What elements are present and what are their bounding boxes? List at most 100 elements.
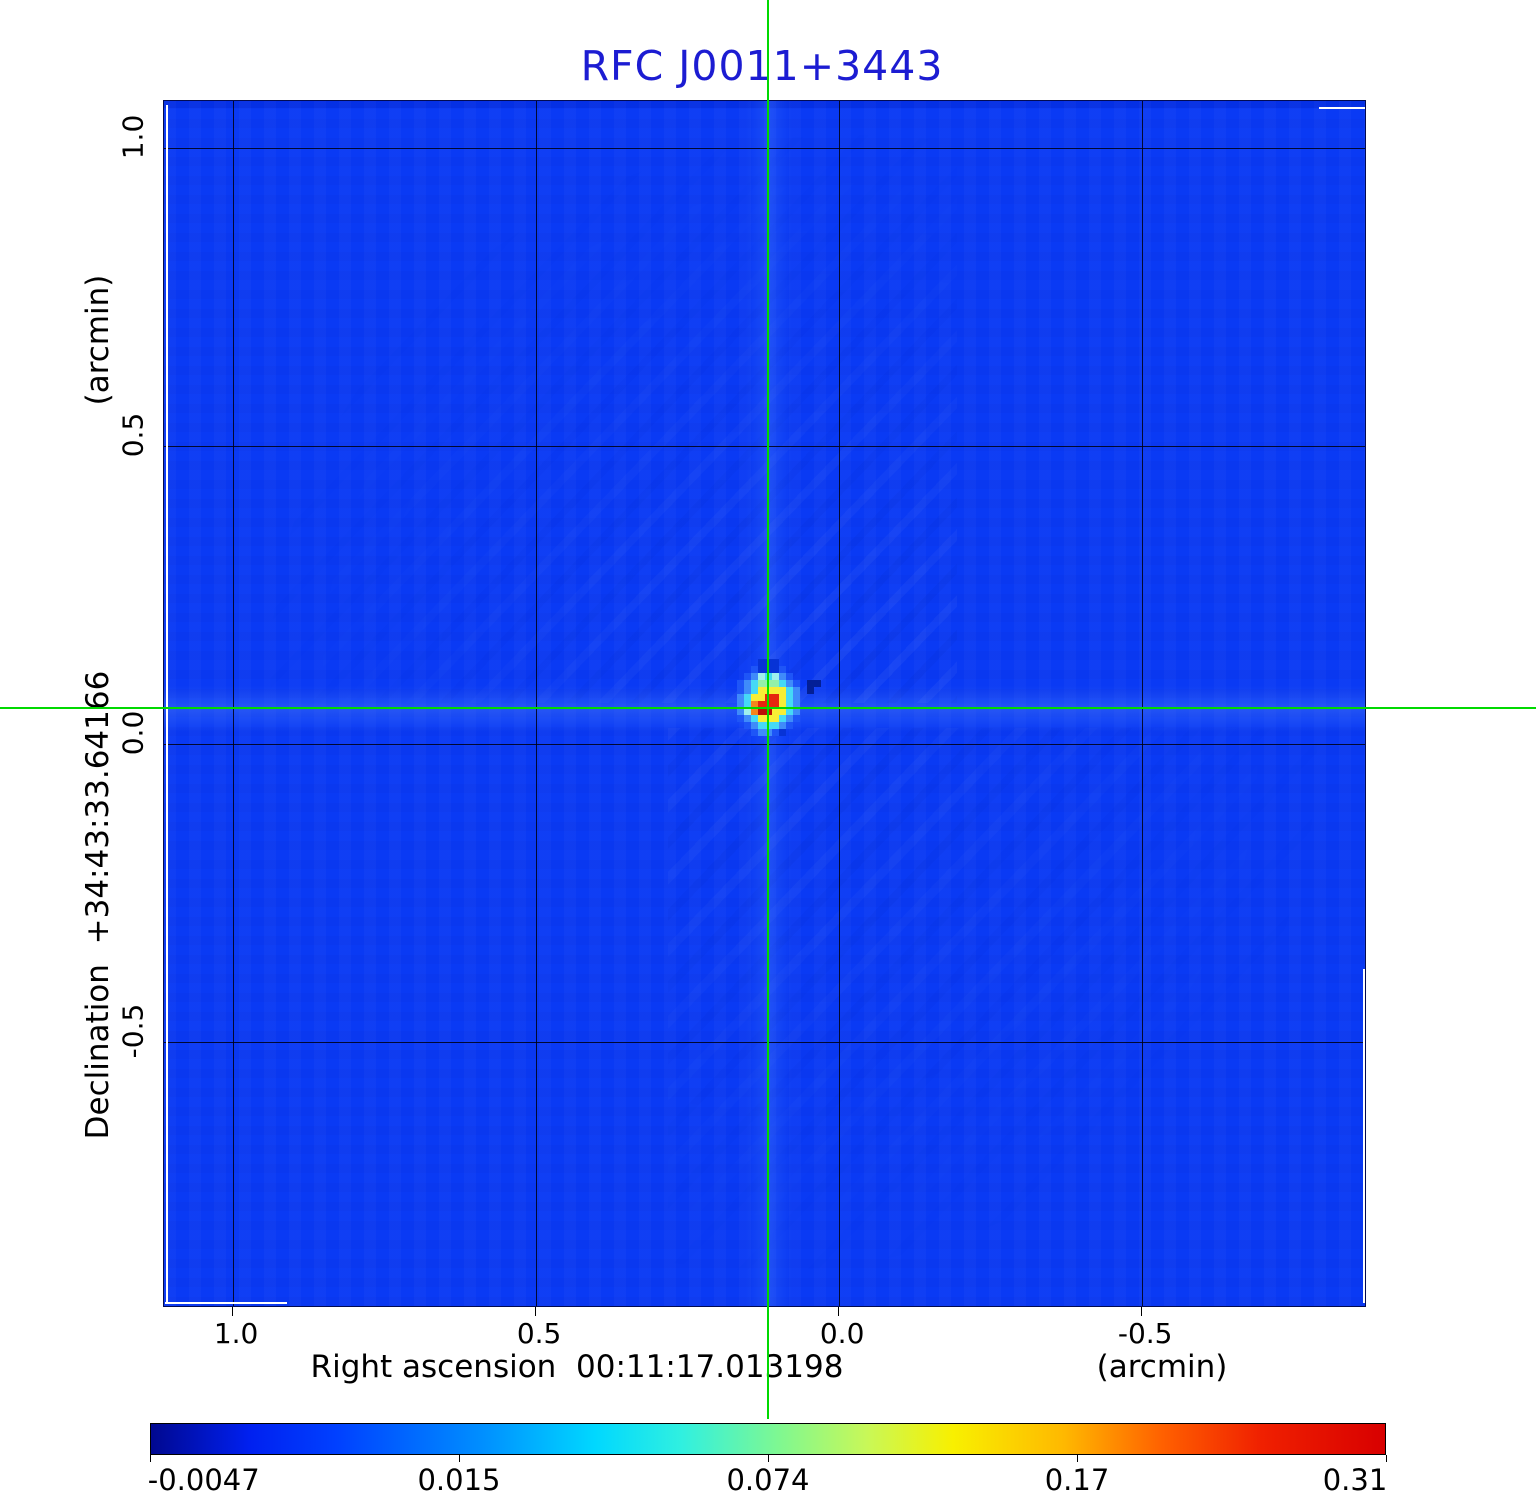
source-pixel <box>786 694 793 701</box>
source-pixel <box>779 666 786 673</box>
source-pixel <box>751 666 758 673</box>
x-gridline <box>536 101 538 1306</box>
source-pixel <box>772 722 779 729</box>
source-pixel <box>772 673 779 680</box>
source-pixel <box>737 687 744 694</box>
source-pixel <box>793 687 800 694</box>
x-tick-label: 0.5 <box>516 1317 562 1350</box>
source-pixel <box>786 701 793 708</box>
source-pixel <box>751 687 758 694</box>
colorbar-tick-label: 0.074 <box>726 1463 810 1497</box>
source-pixel <box>772 701 779 708</box>
source-pixel <box>779 708 786 715</box>
source-pixel <box>758 722 765 729</box>
x-tick-mark <box>838 1307 840 1316</box>
source-pixel <box>751 680 758 687</box>
source-pixel <box>758 715 765 722</box>
map-area <box>163 100 1366 1307</box>
y-tick-label: 1.0 <box>116 114 150 160</box>
source-pixel <box>793 715 800 722</box>
crosshair-vertical-line <box>767 0 770 1419</box>
source-pixel <box>758 659 765 666</box>
source-pixel <box>772 708 779 715</box>
sidelobe-streaks-upper-left <box>260 125 957 704</box>
source-pixel <box>737 708 744 715</box>
plot-title: RFC J0011+3443 <box>580 42 944 90</box>
y-gridline <box>164 1042 1365 1044</box>
source-pixel <box>793 680 800 687</box>
source-pixel <box>744 722 751 729</box>
sidelobe-streaks-lower-right <box>668 727 1329 1282</box>
source-pixel <box>744 694 751 701</box>
source-pixel <box>751 673 758 680</box>
source-pixel <box>751 708 758 715</box>
x-tick-label: 0.0 <box>819 1317 865 1350</box>
source-pixel <box>751 715 758 722</box>
source-pixel <box>786 715 793 722</box>
y-tick-label: -0.5 <box>116 1003 150 1059</box>
x-tick-mark <box>535 1307 537 1316</box>
source-pixel <box>772 715 779 722</box>
colorbar-tick-label: 0.31 <box>1322 1463 1388 1497</box>
x-gridline <box>233 101 235 1306</box>
colorbar-tick-mark <box>768 1455 769 1462</box>
y-gridline <box>164 446 1365 448</box>
y-tick-label: 0.0 <box>116 710 150 756</box>
source-pixel <box>758 680 765 687</box>
source-pixel <box>779 673 786 680</box>
source-pixel <box>744 673 751 680</box>
y-tick-label: 0.5 <box>116 412 150 458</box>
source-pixel <box>779 694 786 701</box>
source-pixel <box>779 722 786 729</box>
y-gridline <box>164 148 1365 150</box>
x-axis-unit-label: (arcmin) <box>1096 1349 1228 1385</box>
edge-artifact <box>166 105 168 1304</box>
colorbar-tick-label: 0.17 <box>1044 1463 1110 1497</box>
x-axis-label: Right ascension 00:11:17.013198 <box>310 1349 844 1385</box>
x-gridline <box>1142 101 1144 1306</box>
x-tick-label: -0.5 <box>1117 1317 1173 1350</box>
source-pixel <box>758 666 765 673</box>
source-pixel <box>814 680 821 687</box>
source-pixel <box>744 680 751 687</box>
colorbar-tick-mark <box>1077 1455 1078 1462</box>
source-pixel <box>744 708 751 715</box>
source-pixel <box>758 729 765 736</box>
y-gridline <box>164 744 1365 746</box>
source-pixel <box>786 687 793 694</box>
source-pixel <box>807 687 814 694</box>
y-axis-unit-label: (arcmin) <box>80 274 116 406</box>
source-pixel <box>793 701 800 708</box>
source-pixel <box>758 687 765 694</box>
colorbar-tick-mark <box>150 1455 151 1462</box>
source-pixel <box>772 680 779 687</box>
source-pixel <box>772 687 779 694</box>
colorbar-tick-label: 0.015 <box>417 1463 501 1497</box>
source-pixel <box>744 687 751 694</box>
source-pixel <box>786 673 793 680</box>
map-top-edge-strip <box>164 101 1365 108</box>
source-pixel <box>758 694 765 701</box>
source-pixel <box>751 729 758 736</box>
edge-artifact <box>1363 969 1365 1303</box>
source-pixel <box>737 694 744 701</box>
x-tick-label: 1.0 <box>213 1317 259 1350</box>
colorbar-tick-mark <box>1386 1455 1387 1462</box>
source-pixel <box>758 708 765 715</box>
colorbar-tick-label: -0.0047 <box>147 1463 260 1497</box>
source-pixel <box>793 708 800 715</box>
source-pixel <box>779 715 786 722</box>
edge-artifact <box>1319 107 1365 109</box>
x-tick-mark <box>1141 1307 1143 1316</box>
source-pixel <box>779 687 786 694</box>
source-pixel <box>737 701 744 708</box>
source-pixel <box>758 673 765 680</box>
source-pixel <box>751 701 758 708</box>
source-pixel <box>737 680 744 687</box>
source-pixel <box>779 729 786 736</box>
source-pixel <box>744 701 751 708</box>
source-pixel <box>744 715 751 722</box>
colorbar-tick-mark <box>459 1455 460 1462</box>
source-pixel <box>779 701 786 708</box>
